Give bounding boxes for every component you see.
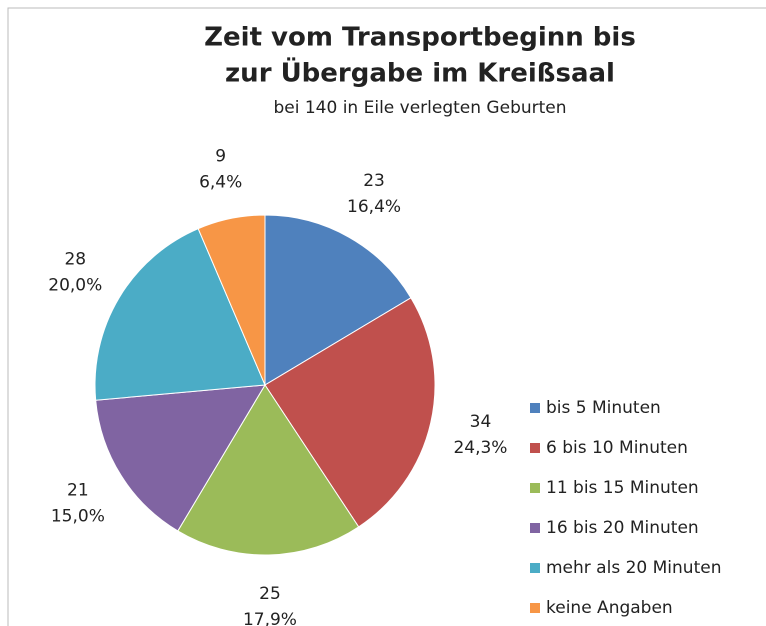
chart-subtitle: bei 140 in Eile verlegten Geburten [273, 98, 566, 118]
data-label: 16,4% [347, 197, 401, 217]
data-label: 24,3% [453, 438, 507, 458]
data-label: 34 [470, 412, 492, 432]
data-label: 20,0% [48, 276, 102, 296]
pie-slice [94, 228, 266, 401]
pie-slice [177, 384, 360, 556]
legend-swatch [530, 443, 540, 453]
data-label: 15,0% [51, 507, 105, 527]
pie-slice [95, 384, 266, 532]
data-label: 9 [215, 146, 226, 166]
legend-swatch [530, 523, 540, 533]
data-label: 21 [67, 481, 89, 501]
legend-label: 11 bis 15 Minuten [546, 478, 699, 498]
pie-slice [264, 214, 412, 386]
pie-slice [197, 214, 266, 386]
legend-label: 16 bis 20 Minuten [546, 518, 699, 538]
data-label: 17,9% [243, 610, 297, 626]
legend-swatch [530, 483, 540, 493]
data-label: 25 [259, 584, 281, 604]
chart-title: zur Übergabe im Kreißsaal [225, 56, 615, 89]
legend-swatch [530, 603, 540, 613]
legend-label: 6 bis 10 Minuten [546, 438, 688, 458]
data-label: 6,4% [199, 172, 242, 192]
data-label: 28 [64, 250, 86, 270]
pie-slice [264, 297, 436, 528]
legend-swatch [530, 403, 540, 413]
legend-label: keine Angaben [546, 598, 673, 618]
legend-swatch [530, 563, 540, 573]
legend-label: mehr als 20 Minuten [546, 558, 721, 578]
chart-title: Zeit vom Transportbeginn bis [204, 23, 636, 53]
legend-label: bis 5 Minuten [546, 398, 661, 418]
data-label: 23 [363, 171, 385, 191]
